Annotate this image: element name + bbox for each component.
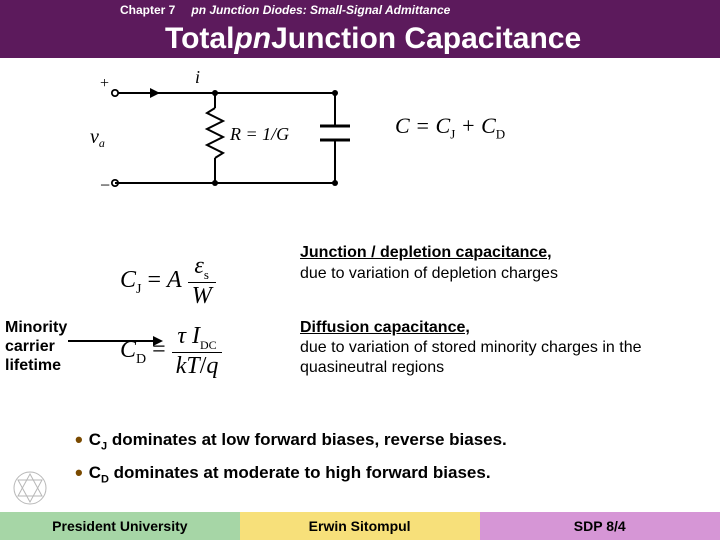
- footer-bar: President University Erwin Sitompul SDP …: [0, 512, 720, 540]
- eq-total-plus: + C: [455, 113, 496, 138]
- eq-cd-eq: =: [146, 337, 172, 363]
- bullet-1: •CJ dominates at low forward biases, rev…: [75, 423, 507, 456]
- footer-mid: Erwin Sitompul: [240, 512, 480, 540]
- eq-cj-eq: =: [141, 267, 167, 293]
- circuit-va: va: [90, 126, 105, 150]
- circuit-plus: +: [100, 75, 109, 92]
- desc-cd: Diffusion capacitance, due to variation …: [300, 318, 710, 378]
- minority-l3: lifetime: [5, 356, 67, 375]
- title-prefix: Total: [165, 22, 234, 56]
- bullet-list: •CJ dominates at low forward biases, rev…: [75, 423, 507, 489]
- title-pn: pn: [234, 22, 271, 56]
- header-bar: Chapter 7 pn Junction Diodes: Small-Sign…: [0, 0, 720, 20]
- desc-cj-line2: due to variation of depletion charges: [300, 264, 558, 285]
- eq-total-cd-sub: D: [496, 126, 505, 141]
- title-rest: Junction Capacitance: [271, 22, 581, 56]
- circuit-i-label: i: [195, 68, 200, 87]
- eq-cj-A: A: [167, 267, 182, 293]
- logo-icon: [10, 468, 50, 508]
- circuit-r-label: R = 1/G: [229, 124, 289, 144]
- desc-cj: Junction / depletion capacitance, due to…: [300, 243, 558, 285]
- title-bar: Total pn Junction Capacitance: [0, 20, 720, 58]
- eq-cj: CJ = A εs W: [120, 253, 216, 309]
- eq-total-capacitance: C = CJ + CD: [395, 113, 505, 142]
- eq-cj-frac: εs W: [188, 253, 216, 309]
- minority-l1: Minority: [5, 318, 67, 337]
- minority-label: Minority carrier lifetime: [5, 318, 67, 376]
- footer-right: SDP 8/4: [480, 512, 720, 540]
- footer-left: President University: [0, 512, 240, 540]
- bullet-dot-icon: •: [75, 460, 83, 485]
- header-topic: pn Junction Diodes: Small-Signal Admitta…: [183, 3, 450, 17]
- eq-cd-lhs: CD: [120, 337, 146, 363]
- circuit-minus: −: [100, 175, 110, 195]
- header-topic-pn: pn: [191, 3, 206, 17]
- circuit-diagram: i + − va R = 1/G: [85, 68, 385, 198]
- eq-cd-frac: τ IDC kT/q: [172, 323, 223, 379]
- minority-l2: carrier: [5, 337, 67, 356]
- desc-cd-line2: due to variation of stored minority char…: [300, 338, 710, 378]
- bullet-2: •CD dominates at moderate to high forwar…: [75, 456, 507, 489]
- eq-total-c-lhs: C = C: [395, 113, 450, 138]
- chapter-label: Chapter 7: [0, 3, 183, 17]
- eq-cj-lhs: CJ: [120, 267, 141, 293]
- desc-cj-line1: Junction / depletion capacitance,: [300, 243, 558, 264]
- header-topic-rest: Junction Diodes: Small-Signal Admittance: [206, 3, 450, 17]
- desc-cd-line1: Diffusion capacitance,: [300, 318, 710, 338]
- eq-cd: CD = τ IDC kT/q: [120, 323, 222, 379]
- bullet-dot-icon: •: [75, 427, 83, 452]
